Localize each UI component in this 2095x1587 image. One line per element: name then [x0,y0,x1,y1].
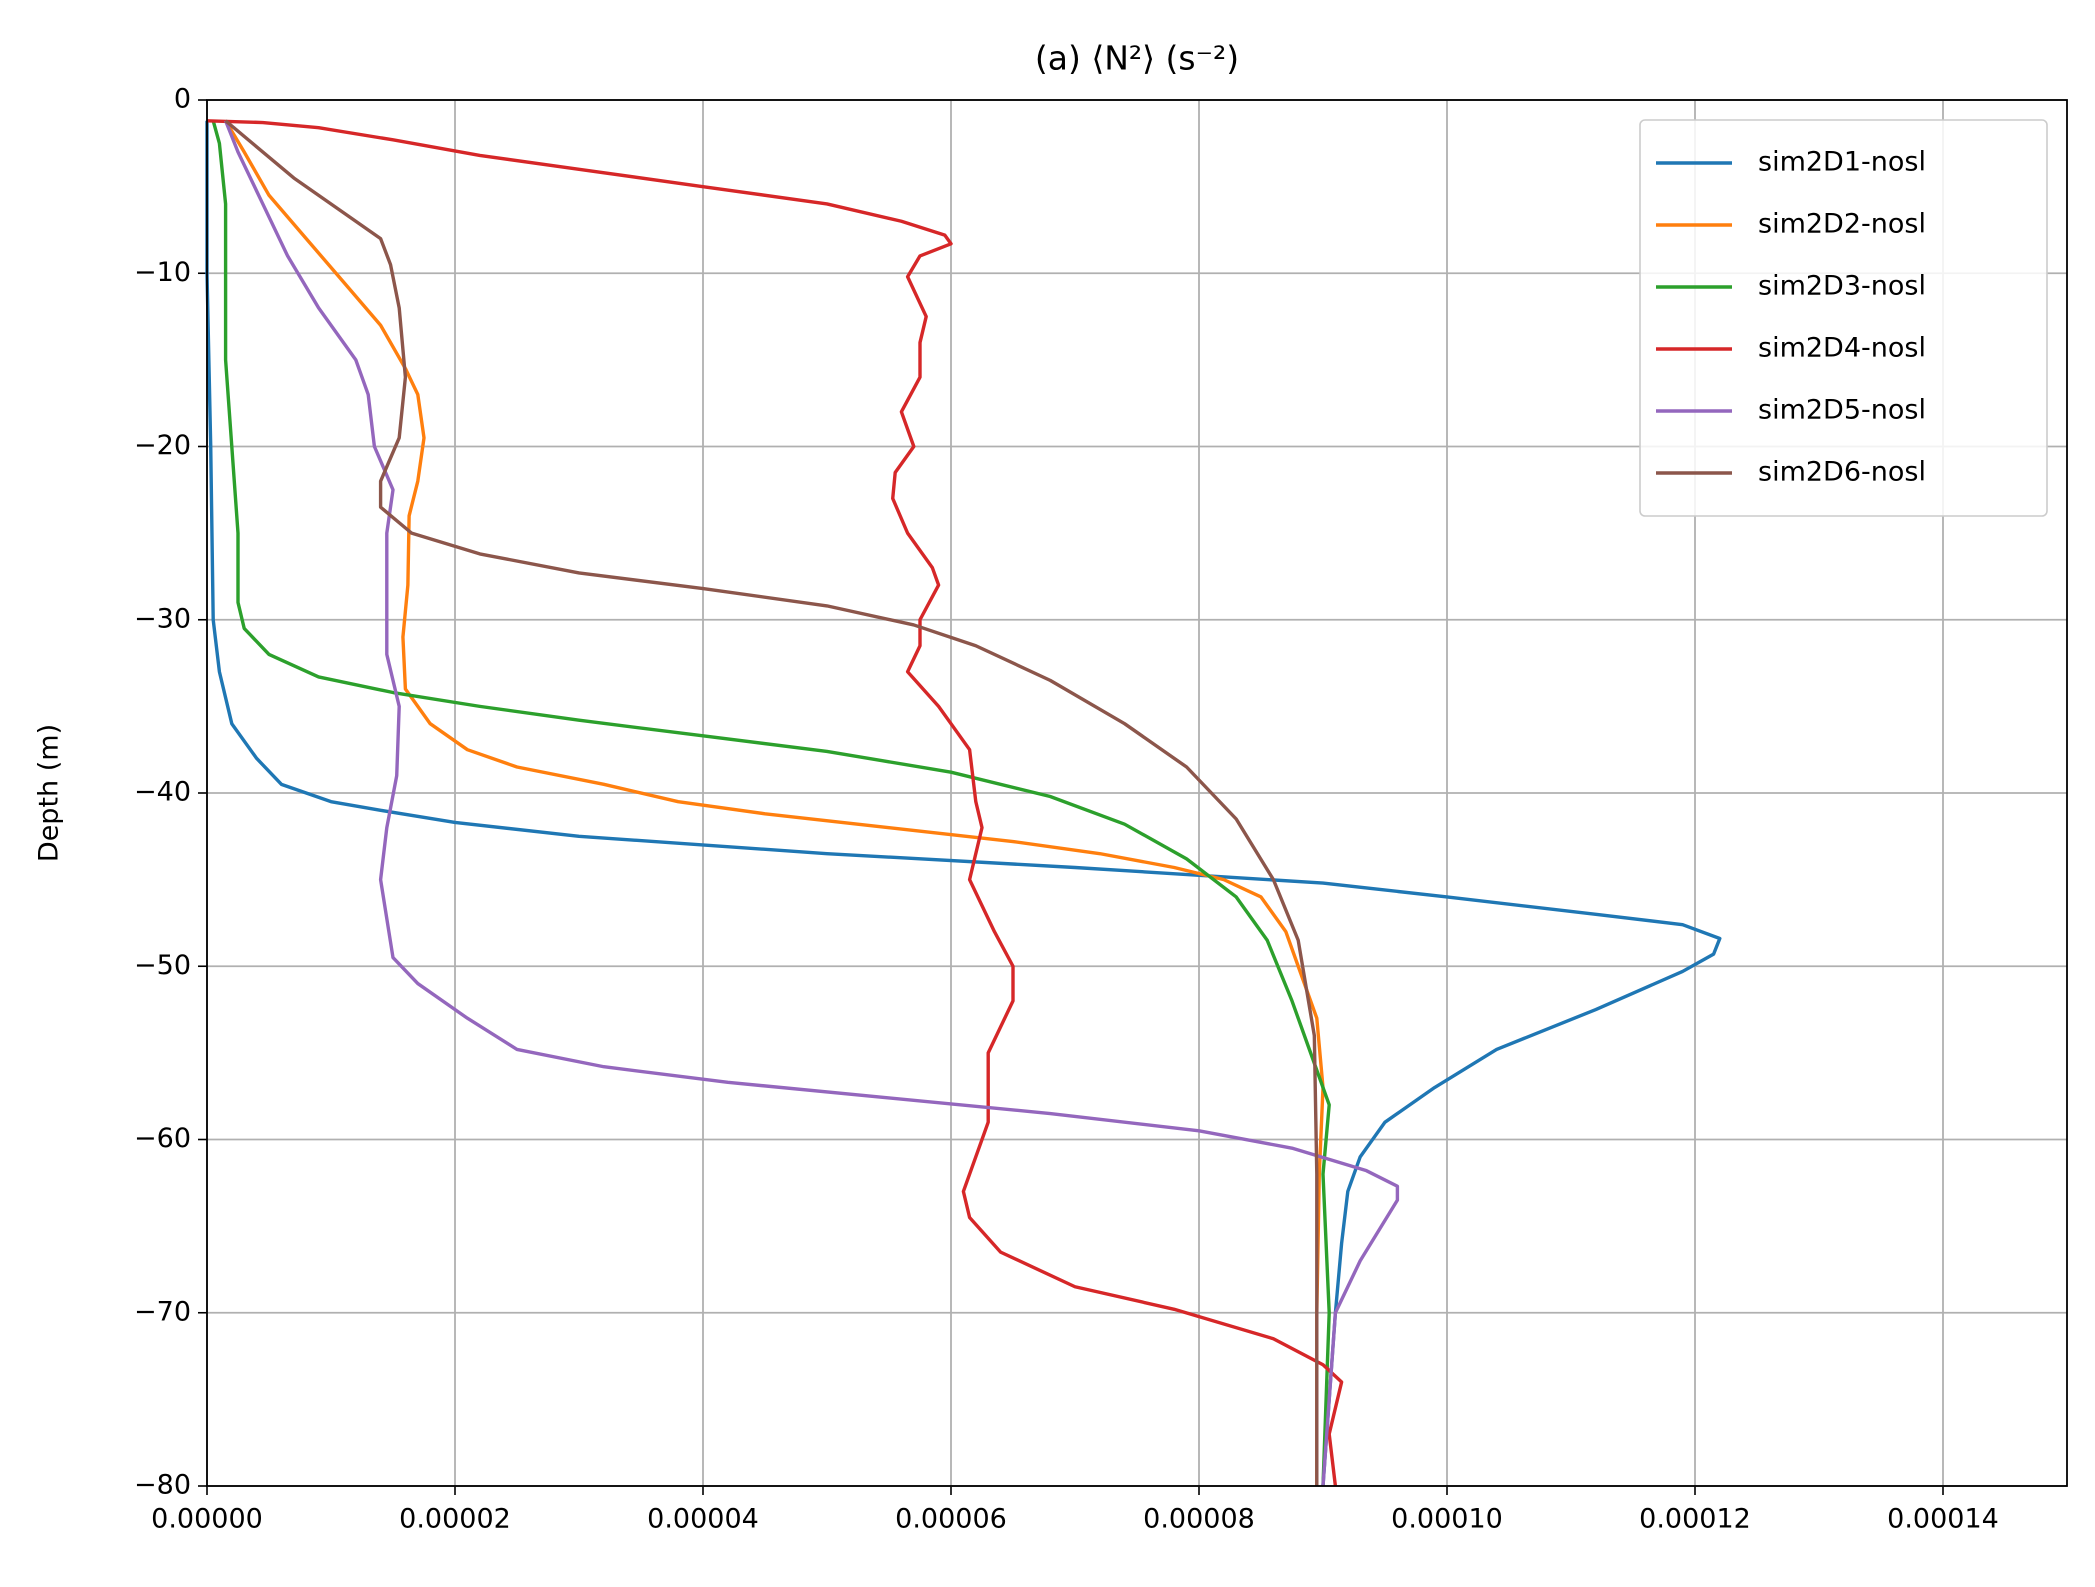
y-tick-label: 0 [174,84,191,115]
legend-label: sim2D1-nosl [1758,147,1926,178]
y-tick-label: −70 [134,1296,191,1327]
y-tick-label: −40 [134,777,191,808]
x-tick-label: 0.00010 [1391,1504,1503,1535]
y-tick-label: −60 [134,1123,191,1154]
legend-label: sim2D3-nosl [1758,271,1926,302]
x-tick-label: 0.00000 [151,1504,263,1535]
x-tick-label: 0.00004 [647,1504,759,1535]
data-line [224,120,1400,1487]
x-tick-label: 0.00014 [1887,1504,1999,1535]
y-tick-label: −50 [134,950,191,981]
chart-title: (a) ⟨N²⟩ (s⁻²) [1035,39,1239,78]
legend-label: sim2D2-nosl [1758,209,1926,240]
legend-label: sim2D5-nosl [1758,395,1926,426]
data-line [211,120,1331,1487]
y-tick-label: −80 [134,1470,191,1501]
data-line [224,119,1319,1486]
x-tick-label: 0.00002 [399,1504,511,1535]
y-tick-label: −30 [134,603,191,634]
y-axis-label: Depth (m) [34,724,65,862]
x-tick-label: 0.00012 [1639,1504,1751,1535]
data-line [206,119,1344,1487]
y-tick-label: −20 [134,430,191,461]
plot-frame [206,99,2068,1487]
data-line [224,119,1325,1486]
legend-frame [1639,119,2048,517]
x-tick-label: 0.00008 [1143,1504,1255,1535]
legend-label: sim2D6-nosl [1758,457,1926,488]
legend-label: sim2D4-nosl [1758,333,1926,364]
legend: sim2D1-nosl sim2D2-nosl sim2D3-nosl sim2D4-… [1639,119,2048,517]
y-tick-label: −10 [134,257,191,288]
x-tick-label: 0.00006 [895,1504,1007,1535]
data-line [205,120,1722,1487]
